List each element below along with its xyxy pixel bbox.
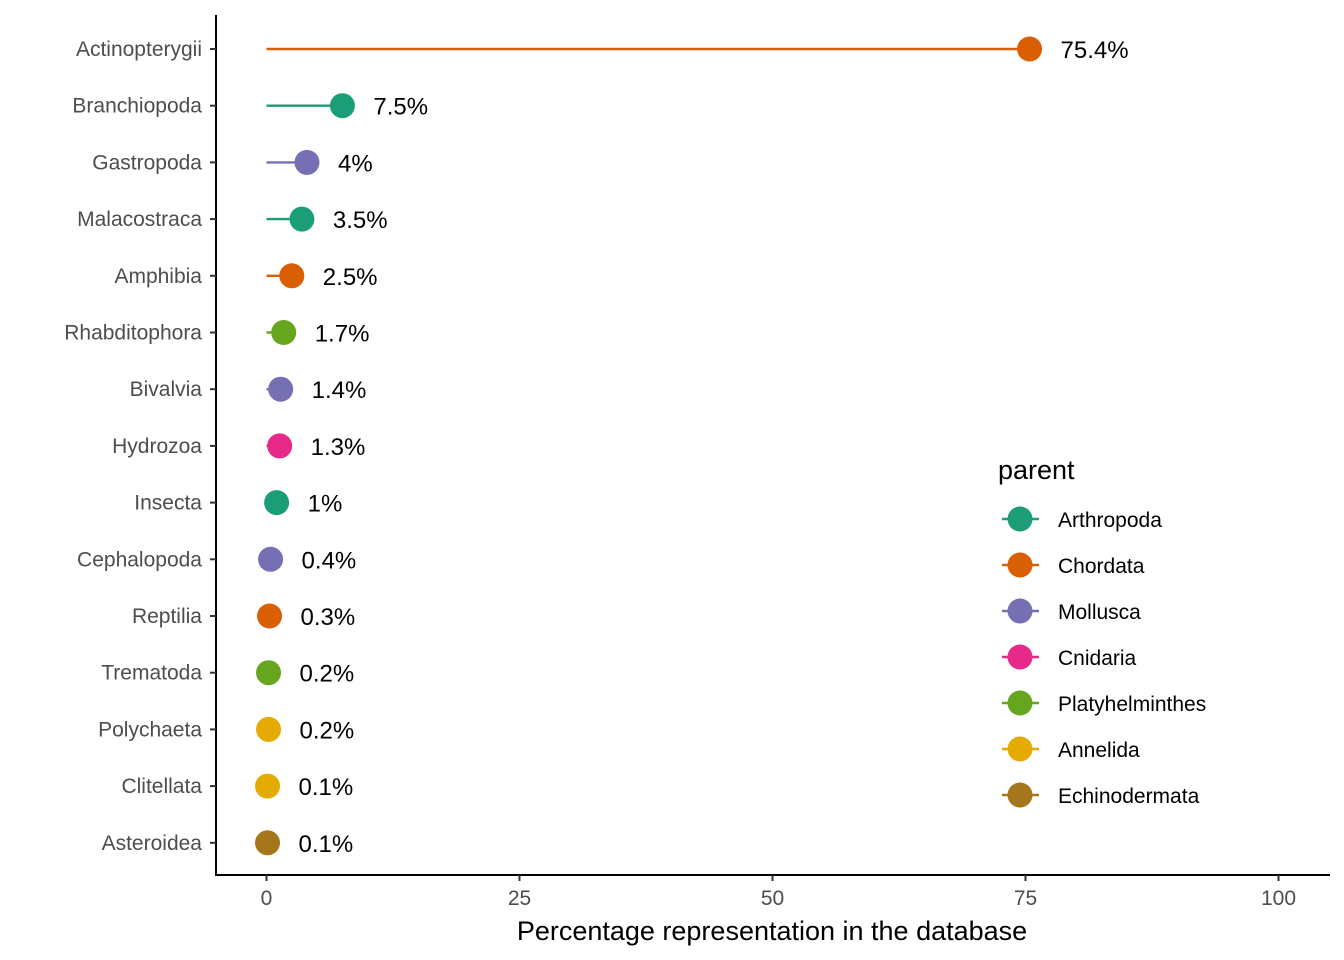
data-label: 0.2% — [300, 661, 355, 688]
data-point — [289, 206, 315, 232]
x-tick-label: 75 — [1014, 887, 1037, 910]
y-axis: Actinopterygii Branchiopoda Gastropoda Mala… — [64, 15, 217, 876]
data-label: 0.4% — [302, 547, 357, 574]
data-point — [255, 830, 281, 856]
legend-key-dot — [1007, 506, 1033, 532]
legend-label: Mollusca — [1058, 601, 1141, 624]
legend-item: Platyhelminthes — [1002, 690, 1206, 716]
legend: parent Arthropoda Chordata Mollusca Cnidari… — [998, 455, 1206, 808]
legend-item: Arthropoda — [1002, 506, 1162, 532]
x-tick-label: 0 — [261, 887, 273, 910]
legend-key-dot — [1007, 598, 1033, 624]
data-point — [294, 149, 320, 175]
data-point — [257, 603, 283, 629]
data-label: 75.4% — [1061, 37, 1129, 64]
legend-item: Echinodermata — [1002, 782, 1200, 808]
y-tick-label: Insecta — [134, 492, 202, 515]
legend-key-dot — [1007, 690, 1033, 716]
data-point — [256, 660, 282, 686]
legend-title: parent — [998, 455, 1075, 485]
data-point — [256, 716, 282, 742]
legend-label: Annelida — [1058, 739, 1140, 762]
data-label: 0.2% — [300, 717, 355, 744]
legend-label: Echinodermata — [1058, 785, 1200, 808]
data-label: 1.7% — [315, 321, 370, 348]
y-tick-label: Branchiopoda — [72, 95, 202, 118]
y-tick-label: Actinopterygii — [76, 38, 202, 61]
y-tick-label: Cephalopoda — [77, 548, 202, 571]
legend-item: Chordata — [1002, 552, 1145, 578]
y-tick-label: Clitellata — [121, 775, 202, 798]
legend-item: Annelida — [1002, 736, 1140, 762]
legend-label: Platyhelminthes — [1058, 693, 1206, 716]
data-label: 0.3% — [301, 604, 356, 631]
data-label: 1% — [308, 491, 343, 518]
y-tick-label: Bivalvia — [130, 378, 203, 401]
y-tick-label: Polychaeta — [98, 718, 202, 741]
data-label: 0.1% — [299, 831, 354, 858]
x-tick-label: 100 — [1261, 887, 1296, 910]
legend-item: Mollusca — [1002, 598, 1141, 624]
data-label: 0.1% — [299, 774, 354, 801]
stems-layer — [266, 47, 1030, 844]
data-label: 1.3% — [311, 434, 366, 461]
y-tick-label: Rhabditophora — [64, 322, 202, 345]
data-point — [258, 546, 284, 572]
points-layer — [255, 36, 1043, 856]
legend-item: Cnidaria — [1002, 644, 1137, 670]
y-tick-label: Hydrozoa — [112, 435, 202, 458]
data-label: 7.5% — [373, 94, 428, 121]
data-point — [267, 433, 293, 459]
data-point — [279, 263, 305, 289]
data-point — [268, 376, 294, 402]
x-axis-title: Percentage representation in the databas… — [517, 916, 1027, 946]
y-tick-label: Reptilia — [132, 605, 202, 628]
x-tick-label: 50 — [761, 887, 784, 910]
y-tick-label: Gastropoda — [92, 151, 202, 174]
legend-label: Chordata — [1058, 555, 1145, 578]
legend-key-dot — [1007, 552, 1033, 578]
data-point — [329, 93, 355, 119]
x-axis: 0 25 50 75 100 — [215, 874, 1330, 910]
x-tick-label: 25 — [508, 887, 531, 910]
legend-label: Arthropoda — [1058, 509, 1162, 532]
data-point — [271, 320, 297, 345]
legend-key-dot — [1007, 782, 1033, 808]
y-tick-label: Asteroidea — [102, 832, 203, 855]
data-point — [264, 490, 290, 516]
y-tick-label: Trematoda — [101, 662, 202, 685]
data-point — [1017, 36, 1043, 62]
legend-key-dot — [1007, 736, 1033, 762]
y-tick-label: Malacostraca — [77, 208, 202, 231]
legend-label: Cnidaria — [1058, 647, 1137, 670]
data-point — [255, 773, 281, 799]
data-label: 2.5% — [323, 264, 378, 291]
data-labels-layer: 75.4% 7.5% 4% 3.5% 2.5% 1.7% 1.4% 1.3% 1% 0.4% 0.3… — [299, 37, 1129, 858]
data-label: 1.4% — [312, 377, 367, 404]
legend-key-dot — [1007, 644, 1033, 670]
y-tick-label: Amphibia — [114, 265, 202, 288]
data-label: 3.5% — [333, 207, 388, 234]
data-label: 4% — [338, 150, 373, 177]
